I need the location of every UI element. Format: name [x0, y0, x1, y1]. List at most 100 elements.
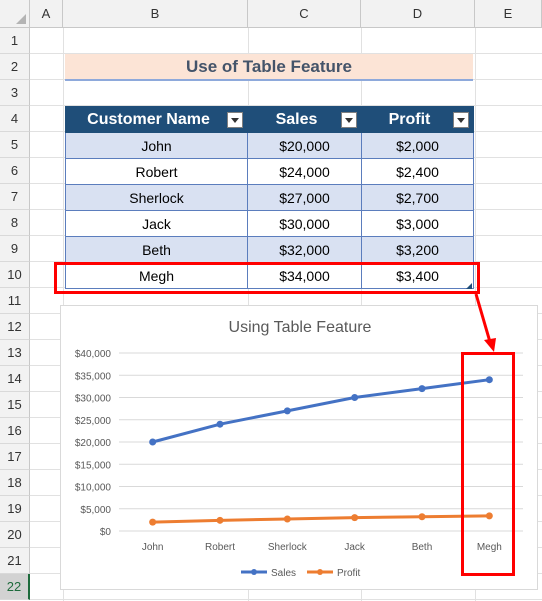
row-header-7[interactable]: 7 — [0, 184, 30, 210]
cell-sales[interactable]: $20,000 — [247, 132, 362, 159]
data-point-sales — [351, 394, 359, 401]
cell-customer[interactable]: Sherlock — [65, 184, 248, 211]
cell-profit[interactable]: $2,700 — [361, 184, 474, 211]
column-header-e[interactable]: E — [475, 0, 542, 28]
cell-profit[interactable]: $2,000 — [361, 132, 474, 159]
row-header-17[interactable]: 17 — [0, 444, 30, 470]
cell-customer[interactable]: Robert — [65, 158, 248, 185]
cell-customer[interactable]: Megh — [65, 262, 248, 289]
cell-profit[interactable]: $3,400 — [361, 262, 474, 289]
table-resize-handle[interactable] — [466, 283, 472, 289]
row-header-5[interactable]: 5 — [0, 132, 30, 158]
header-label: Customer Name — [87, 110, 210, 128]
gridline — [30, 53, 542, 54]
legend-marker-profit — [317, 569, 323, 575]
data-point-profit — [149, 518, 157, 526]
row-header-13[interactable]: 13 — [0, 340, 30, 366]
x-tick-label: Jack — [344, 542, 366, 553]
row-header-6[interactable]: 6 — [0, 158, 30, 184]
data-point-profit — [418, 513, 426, 521]
table-row: Robert $24,000 $2,400 — [65, 158, 474, 185]
legend-marker-sales — [251, 569, 257, 575]
data-point-sales — [149, 438, 157, 446]
legend-label-profit: Profit — [337, 568, 361, 579]
cell-sales[interactable]: $27,000 — [247, 184, 362, 211]
row-header-22[interactable]: 22 — [0, 574, 30, 600]
cell-customer[interactable]: Jack — [65, 210, 248, 237]
select-all-corner[interactable] — [0, 0, 30, 28]
series-line-sales — [152, 378, 490, 444]
data-point-profit — [485, 512, 493, 520]
row-header-19[interactable]: 19 — [0, 496, 30, 522]
header-customer-name[interactable]: Customer Name — [65, 106, 248, 133]
y-tick-label: $25,000 — [75, 416, 112, 427]
row-header-10[interactable]: 10 — [0, 262, 30, 288]
header-label: Sales — [275, 110, 318, 128]
cell-profit[interactable]: $3,200 — [361, 236, 474, 263]
table-row: Jack $30,000 $3,000 — [65, 210, 474, 237]
cell-profit[interactable]: $2,400 — [361, 158, 474, 185]
cell-sales[interactable]: $34,000 — [247, 262, 362, 289]
gridline — [30, 105, 542, 106]
y-tick-label: $40,000 — [75, 349, 112, 360]
x-tick-label: Beth — [412, 542, 433, 553]
y-tick-label: $5,000 — [80, 505, 111, 516]
row-header-12[interactable]: 12 — [0, 314, 30, 340]
filter-dropdown-button[interactable] — [227, 112, 243, 128]
row-header-9[interactable]: 9 — [0, 236, 30, 262]
column-header-b[interactable]: B — [63, 0, 248, 28]
line-chart[interactable]: Using Table Feature $0 $5,000 $10,000 $15,00… — [60, 305, 538, 590]
y-tick-label: $10,000 — [75, 483, 112, 494]
row-header-1[interactable]: 1 — [0, 28, 30, 54]
cell-sales[interactable]: $24,000 — [247, 158, 362, 185]
cell-profit[interactable]: $3,000 — [361, 210, 474, 237]
cell-customer[interactable]: John — [65, 132, 248, 159]
table-header-row: Customer Name Sales Profit — [65, 106, 474, 133]
header-profit[interactable]: Profit — [361, 106, 474, 133]
y-tick-label: $0 — [100, 527, 112, 538]
row-header-8[interactable]: 8 — [0, 210, 30, 236]
row-header-3[interactable]: 3 — [0, 80, 30, 106]
chart-canvas: Using Table Feature $0 $5,000 $10,000 $15,00… — [75, 319, 523, 579]
row-header-2[interactable]: 2 — [0, 54, 30, 80]
header-label: Profit — [388, 110, 431, 128]
cell-sales[interactable]: $32,000 — [247, 236, 362, 263]
highlight-box-megh-row — [54, 262, 480, 294]
chevron-down-icon — [231, 117, 239, 123]
x-tick-label: Sherlock — [268, 542, 308, 553]
column-header-a[interactable]: A — [30, 0, 63, 28]
x-tick-label: Robert — [205, 542, 235, 553]
row-header-14[interactable]: 14 — [0, 366, 30, 392]
data-point-sales — [418, 385, 426, 393]
filter-dropdown-button[interactable] — [341, 112, 357, 128]
data-point-sales — [216, 420, 224, 428]
cell-sales[interactable]: $30,000 — [247, 210, 362, 237]
row-header-20[interactable]: 20 — [0, 522, 30, 548]
row-header-4[interactable]: 4 — [0, 106, 30, 132]
row-header-18[interactable]: 18 — [0, 470, 30, 496]
row-header-21[interactable]: 21 — [0, 548, 30, 574]
row-header-15[interactable]: 15 — [0, 392, 30, 418]
header-sales[interactable]: Sales — [247, 106, 362, 133]
column-header-d[interactable]: D — [361, 0, 475, 28]
data-point-profit — [351, 514, 359, 522]
cell-customer[interactable]: Beth — [65, 236, 248, 263]
filter-dropdown-button[interactable] — [453, 112, 469, 128]
data-table: Customer Name Sales Profit John $20,000 … — [65, 106, 474, 289]
table-row: Sherlock $27,000 $2,700 — [65, 184, 474, 211]
gridline — [30, 599, 542, 600]
data-point-sales — [283, 407, 291, 415]
series-line-profit — [152, 514, 490, 524]
column-header-c[interactable]: C — [248, 0, 361, 28]
y-tick-label: $30,000 — [75, 394, 112, 405]
y-tick-label: $15,000 — [75, 460, 112, 471]
row-header-16[interactable]: 16 — [0, 418, 30, 444]
row-header-11[interactable]: 11 — [0, 288, 30, 314]
y-tick-label: $35,000 — [75, 371, 112, 382]
chart-title: Using Table Feature — [229, 319, 372, 336]
select-all-icon — [16, 14, 26, 24]
sheet-title[interactable]: Use of Table Feature — [65, 54, 473, 81]
table-row: John $20,000 $2,000 — [65, 132, 474, 159]
data-point-sales — [485, 376, 493, 384]
